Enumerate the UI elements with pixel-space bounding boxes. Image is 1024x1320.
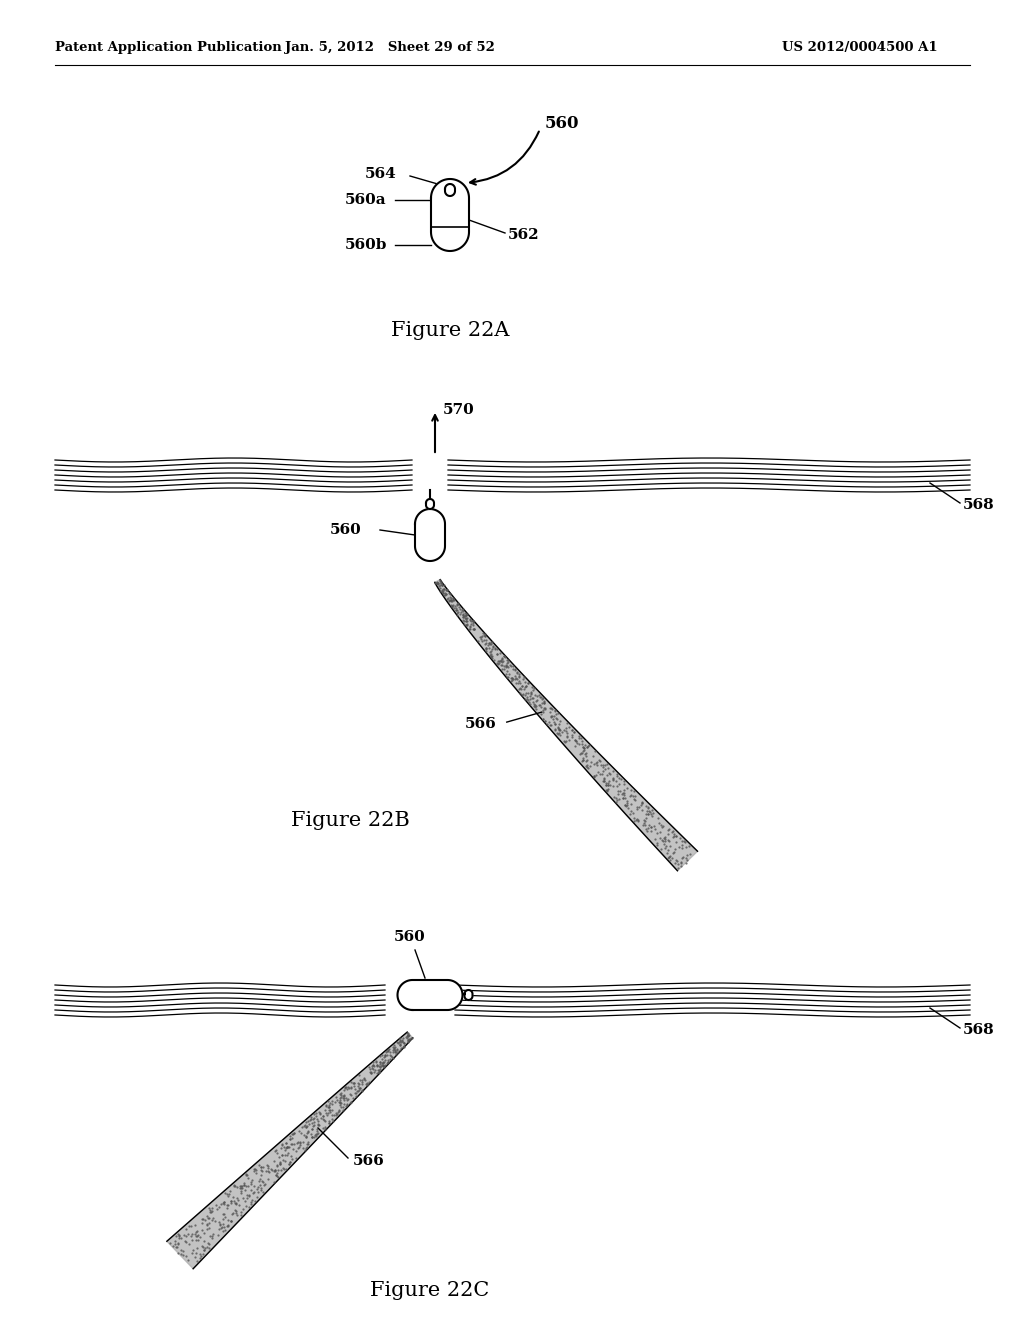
- Text: 560a: 560a: [345, 193, 387, 207]
- Text: 568: 568: [963, 1023, 994, 1038]
- Text: 568: 568: [963, 498, 994, 512]
- Polygon shape: [465, 990, 472, 1001]
- Text: Figure 22B: Figure 22B: [291, 810, 410, 829]
- Polygon shape: [431, 180, 469, 251]
- Text: 560: 560: [330, 523, 361, 537]
- Polygon shape: [426, 499, 434, 510]
- Text: Figure 22A: Figure 22A: [391, 321, 509, 339]
- Text: 560: 560: [394, 931, 426, 944]
- Text: 560: 560: [545, 116, 580, 132]
- Polygon shape: [167, 1032, 413, 1269]
- Text: 570: 570: [443, 403, 475, 417]
- Text: Patent Application Publication: Patent Application Publication: [55, 41, 282, 54]
- Polygon shape: [415, 510, 445, 561]
- Text: US 2012/0004500 A1: US 2012/0004500 A1: [782, 41, 938, 54]
- Polygon shape: [397, 979, 463, 1010]
- Text: 564: 564: [365, 168, 396, 181]
- Polygon shape: [445, 183, 455, 195]
- Text: Figure 22C: Figure 22C: [371, 1280, 489, 1299]
- Text: Jan. 5, 2012   Sheet 29 of 52: Jan. 5, 2012 Sheet 29 of 52: [285, 41, 495, 54]
- Text: 566: 566: [353, 1154, 385, 1168]
- Text: 560b: 560b: [345, 238, 387, 252]
- Text: 566: 566: [465, 717, 497, 731]
- Text: 562: 562: [508, 228, 540, 242]
- Polygon shape: [435, 579, 697, 871]
